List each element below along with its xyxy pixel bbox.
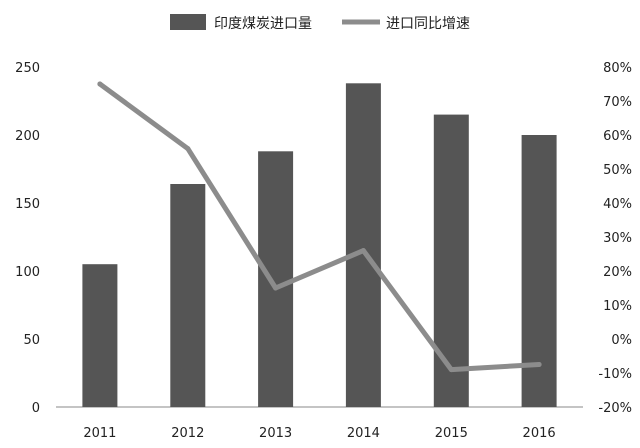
growth-point-2013 <box>273 285 279 291</box>
right-tick-label: 60% <box>603 129 632 144</box>
right-tick-label: -20% <box>598 401 632 416</box>
right-tick-label: 30% <box>603 231 632 246</box>
x-tick-label: 2012 <box>171 426 204 441</box>
x-tick-label: 2013 <box>259 426 292 441</box>
left-tick-label: 250 <box>15 61 40 76</box>
growth-point-2011 <box>97 81 103 87</box>
bar-2013 <box>258 151 294 407</box>
growth-point-2012 <box>185 146 191 152</box>
growth-point-2015 <box>448 367 454 373</box>
left-tick-label: 200 <box>15 129 40 144</box>
right-tick-label: 10% <box>603 299 632 314</box>
x-tick-label: 2011 <box>83 426 116 441</box>
bar-2016 <box>521 135 557 407</box>
right-tick-label: 40% <box>603 197 632 212</box>
legend-line-label: 进口同比增速 <box>386 16 470 32</box>
left-tick-label: 50 <box>23 333 40 348</box>
right-tick-label: -10% <box>598 367 632 382</box>
bar-2012 <box>170 184 206 407</box>
left-tick-label: 0 <box>32 401 40 416</box>
bars <box>82 83 557 408</box>
bar-2015 <box>433 114 469 407</box>
legend: 印度煤炭进口量 进口同比增速 <box>170 14 470 32</box>
legend-bar-swatch <box>170 14 206 30</box>
right-tick-label: 20% <box>603 265 632 280</box>
right-axis-ticks: -20% -10% 0% 10% 20% 30% 40% 50% 60% 70% 80% <box>598 61 632 416</box>
left-tick-label: 100 <box>15 265 40 280</box>
right-tick-label: 0% <box>611 333 632 348</box>
growth-rate-line <box>97 81 542 373</box>
right-tick-label: 50% <box>603 163 632 178</box>
line-series <box>97 81 542 373</box>
right-tick-label: 80% <box>603 61 632 76</box>
legend-bar-label: 印度煤炭进口量 <box>214 16 312 32</box>
bar-2014 <box>345 83 381 408</box>
growth-point-2016 <box>536 362 542 367</box>
left-axis-ticks: 0 50 100 150 200 250 <box>15 61 40 416</box>
left-tick-label: 150 <box>15 197 40 212</box>
x-axis-ticks: 2011 2012 2013 2014 2015 2016 <box>83 426 555 441</box>
x-tick-label: 2014 <box>347 426 380 441</box>
x-tick-label: 2016 <box>523 426 556 441</box>
bar-2011 <box>82 264 118 407</box>
right-tick-label: 70% <box>603 95 632 110</box>
x-tick-label: 2015 <box>435 426 468 441</box>
growth-point-2014 <box>360 248 366 254</box>
